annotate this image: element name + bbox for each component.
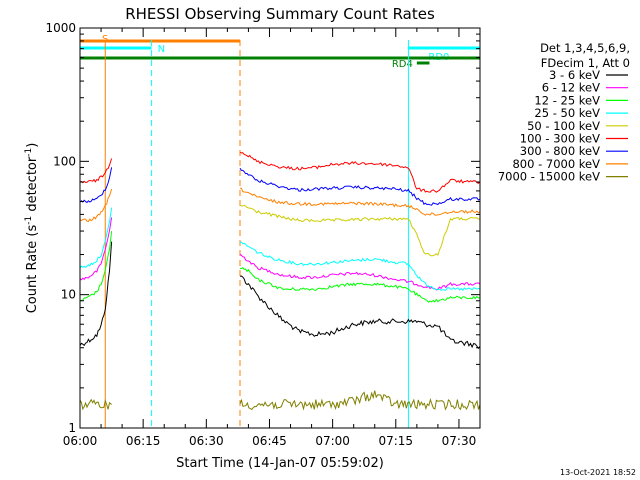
series-group bbox=[79, 151, 481, 411]
legend-header-line-2: FDecim 1, Att 0 bbox=[541, 56, 630, 70]
legend-entry: 25 - 50 keV bbox=[534, 106, 600, 120]
series-line-4-0 bbox=[239, 204, 481, 257]
legend-entry: 7000 - 15000 keV bbox=[498, 170, 600, 184]
legend: Det 1,3,4,5,6,9, FDecim 1, Att 0 3 - 6 k… bbox=[498, 41, 630, 184]
series-line-0-1 bbox=[239, 275, 481, 350]
series-line-7-0 bbox=[79, 188, 113, 223]
series-line-3-0 bbox=[79, 207, 113, 269]
x-tick-label: 07:00 bbox=[315, 434, 350, 448]
y-tick-label: 100 bbox=[53, 154, 76, 168]
series-line-7-1 bbox=[239, 187, 481, 216]
series-line-6-1 bbox=[239, 167, 481, 206]
footer-date: 13-Oct-2021 18:52 bbox=[560, 468, 636, 477]
series-line-8-1 bbox=[239, 390, 481, 411]
legend-entry: 12 - 25 keV bbox=[534, 93, 600, 107]
x-axis: 06:00 06:15 06:30 06:45 07:00 07:15 07:30 bbox=[63, 28, 481, 448]
x-tick-label: 06:30 bbox=[189, 434, 224, 448]
series-line-3-1 bbox=[239, 241, 481, 291]
legend-entry: 3 - 6 keV bbox=[549, 68, 600, 82]
series-line-2-1 bbox=[239, 267, 481, 303]
plot-frame bbox=[79, 27, 481, 429]
x-tick-label: 07:30 bbox=[442, 434, 477, 448]
y-axis-label: Count Rate (s-1 detector-1) bbox=[24, 143, 40, 314]
x-axis-label: Start Time (14-Jan-07 05:59:02) bbox=[176, 456, 384, 471]
legend-entry: 800 - 7000 keV bbox=[512, 157, 600, 171]
series-line-1-0 bbox=[79, 217, 113, 281]
legend-entry: 6 - 12 keV bbox=[542, 81, 600, 95]
flag-label: RD4 bbox=[392, 59, 413, 70]
legend-entry: 300 - 800 keV bbox=[520, 144, 600, 158]
legend-entry: 100 - 300 keV bbox=[520, 132, 600, 146]
vertical-markers bbox=[79, 40, 481, 428]
series-line-1-1 bbox=[239, 253, 481, 291]
series-line-5-1 bbox=[239, 151, 481, 193]
y-axis: 1 10 100 1000 bbox=[45, 21, 480, 435]
y-tick-label: 1 bbox=[68, 421, 76, 435]
legend-entry: 50 - 100 keV bbox=[527, 119, 600, 133]
series-line-6-0 bbox=[79, 167, 113, 204]
series-line-5-0 bbox=[79, 158, 113, 184]
series-line-0-0 bbox=[79, 241, 113, 347]
x-tick-label: 06:15 bbox=[126, 434, 161, 448]
chart-title: RHESSI Observing Summary Count Rates bbox=[125, 5, 435, 23]
series-line-2-0 bbox=[79, 231, 113, 302]
series-line-8-0 bbox=[79, 398, 112, 411]
observing-flags: SNRD0RD4 bbox=[80, 34, 480, 70]
x-tick-label: 06:45 bbox=[252, 434, 287, 448]
y-tick-label: 10 bbox=[61, 288, 76, 302]
x-tick-label: 06:00 bbox=[63, 434, 98, 448]
legend-header-line-1: Det 1,3,4,5,6,9, bbox=[540, 41, 630, 55]
flag-label: S bbox=[102, 34, 108, 45]
y-tick-label: 1000 bbox=[45, 21, 76, 35]
flag-label: N bbox=[158, 44, 165, 55]
x-tick-label: 07:15 bbox=[378, 434, 413, 448]
